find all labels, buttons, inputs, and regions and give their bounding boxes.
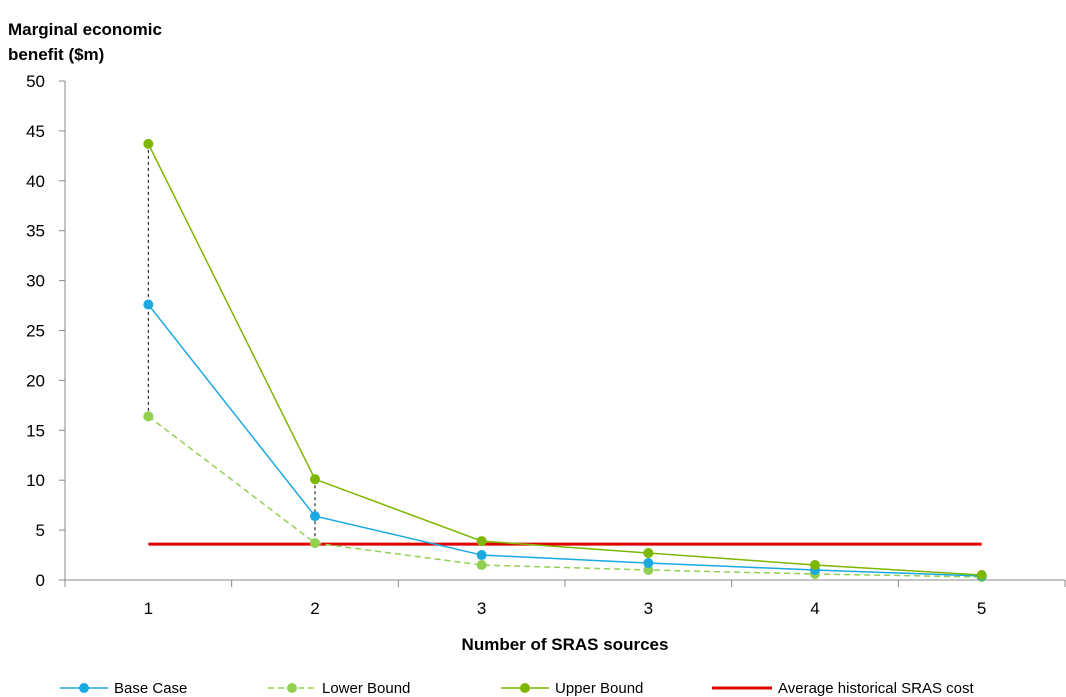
data-point-base-case	[143, 299, 154, 310]
y-tick-label: 35	[26, 222, 45, 241]
data-point-upper-bound	[643, 548, 654, 559]
y-tick-label: 50	[26, 72, 45, 91]
data-point-upper-bound	[810, 560, 820, 571]
data-point-base-case	[476, 550, 487, 561]
series-line-upper-bound	[147, 143, 982, 576]
series-line-base-case	[147, 304, 982, 577]
y-axis-title-line2: benefit ($m)	[8, 45, 104, 64]
data-point-upper-bound	[476, 536, 487, 547]
x-axis-title: Number of SRAS sources	[462, 635, 669, 654]
y-tick-label: 15	[26, 421, 45, 440]
legend-label-lower-bound: Lower Bound	[322, 680, 410, 697]
legend-label-upper-bound: Upper Bound	[555, 680, 643, 697]
legend-label-base-case: Base Case	[114, 680, 187, 697]
y-tick-label: 5	[36, 521, 45, 540]
y-tick-label: 10	[26, 471, 45, 490]
x-tick-label: 4	[810, 599, 819, 618]
series-layer	[143, 138, 987, 583]
series-line-lower-bound	[147, 415, 982, 578]
data-point-lower-bound	[143, 411, 154, 422]
x-tick-label: 1	[144, 599, 153, 618]
y-tick-label: 25	[26, 322, 45, 341]
x-tick-label: 2	[310, 599, 319, 618]
y-tick-label: 40	[26, 172, 45, 191]
x-tick-label: 5	[977, 599, 986, 618]
legend-marker-upper-bound	[520, 683, 530, 693]
y-axis-title-line1: Marginal economic	[8, 20, 162, 39]
x-axis-ticks: 1 2 3 3 4 5	[64, 580, 1066, 618]
data-point-upper-bound	[310, 474, 320, 485]
y-tick-label: 45	[26, 122, 45, 141]
data-point-base-case	[310, 511, 320, 522]
y-axis-ticks: 0 5 10 15 20 25 30 35 40 45 50	[26, 72, 65, 590]
data-point-base-case	[643, 558, 654, 569]
legend: Base Case Lower Bound Upper Bound Average h…	[60, 680, 974, 697]
y-tick-label: 30	[26, 272, 45, 291]
legend-marker-lower-bound	[287, 683, 297, 693]
data-point-upper-bound	[143, 138, 154, 149]
y-tick-label: 20	[26, 371, 45, 390]
legend-marker-base-case	[79, 683, 89, 693]
data-point-lower-bound	[643, 565, 654, 576]
x-tick-label: 3	[644, 599, 653, 618]
data-point-lower-bound	[476, 560, 487, 571]
legend-label-average-historical-sras-cost: Average historical SRAS cost	[778, 680, 974, 697]
data-point-lower-bound	[310, 538, 320, 549]
data-point-upper-bound	[976, 570, 987, 581]
y-tick-label: 0	[36, 571, 45, 590]
x-tick-label: 3	[477, 599, 486, 618]
